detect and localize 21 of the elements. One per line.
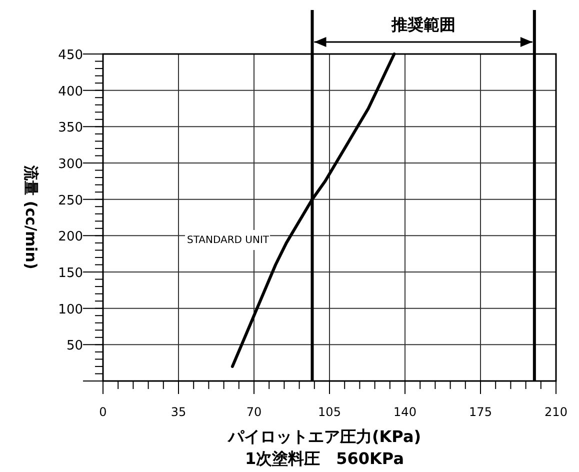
annotation: STANDARD UNIT — [186, 235, 270, 246]
x-tick-label: 70 — [246, 405, 262, 419]
x-tick-label: 35 — [170, 405, 186, 419]
y-tick-label: 400 — [58, 84, 83, 100]
y-tick-label: 150 — [58, 266, 83, 281]
x-tick-label: 175 — [469, 405, 492, 419]
y-axis-title: 流量 (cc/min) — [22, 164, 40, 270]
x-tick-label: 140 — [394, 405, 416, 419]
x-tick-label: 0 — [99, 405, 107, 419]
y-tick-label: 450 — [58, 48, 83, 63]
y-tick-label: 200 — [58, 230, 83, 245]
y-tick-label: 50 — [66, 338, 83, 354]
x-tick-label: 105 — [318, 405, 341, 419]
text: 1次塗料圧 560KPa — [244, 449, 404, 468]
text: 推奨範囲 — [390, 15, 456, 34]
y-tick-label: 350 — [58, 120, 83, 136]
y-tick-label: 300 — [58, 157, 83, 172]
y-tick-label: 100 — [58, 302, 83, 318]
y-tick-label: 250 — [58, 193, 83, 208]
x-tick-label: 210 — [544, 405, 568, 419]
x-axis-title: パイロットエア圧力(KPa) — [226, 427, 422, 446]
